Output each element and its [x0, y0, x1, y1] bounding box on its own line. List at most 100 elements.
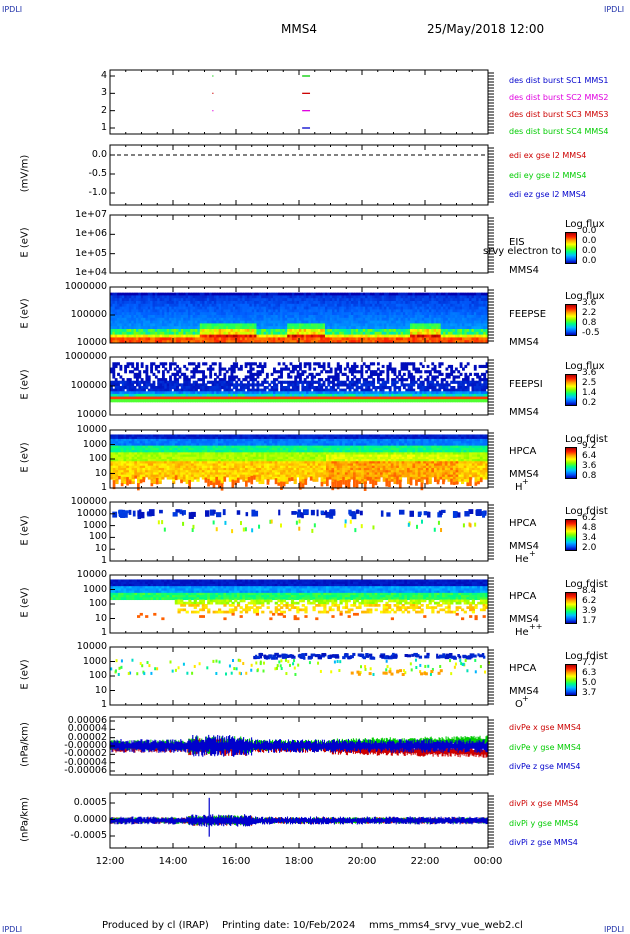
y-tick-label: 10	[94, 543, 107, 555]
species-label: He	[515, 627, 529, 638]
spectrogram-cell	[117, 340, 120, 344]
x-tick-label: 12:00	[95, 856, 125, 867]
spectrogram-cell	[112, 320, 116, 324]
spectrogram-cell	[126, 334, 130, 338]
spectrogram-cell	[145, 323, 149, 327]
spectrogram-cell	[152, 301, 156, 305]
spectrogram-cell	[157, 331, 161, 336]
spectrogram-cell	[135, 295, 139, 299]
spectrogram-cell	[140, 306, 144, 310]
spectrogram-cell	[159, 306, 163, 310]
spectrogram-cell	[164, 289, 168, 294]
spectrogram-cell	[131, 337, 135, 341]
spectrogram-cell	[135, 306, 139, 310]
spectrogram-cell	[147, 323, 151, 327]
spectrogram-cell	[121, 309, 125, 313]
spectrogram-cell	[190, 301, 194, 305]
spectrogram-cell	[313, 367, 317, 371]
spectrogram-cell	[161, 298, 165, 302]
spectrogram-cell	[171, 301, 175, 305]
spectrogram-cell	[154, 320, 158, 324]
spectrogram-cell	[164, 309, 168, 313]
spectrogram-cell	[161, 326, 165, 330]
y-tick-label: 1e+06	[75, 228, 107, 240]
y-tick-label: 0.0	[91, 149, 107, 160]
spectrogram-cell	[180, 287, 184, 291]
y-tick-label: 2	[100, 104, 107, 116]
spectrogram-cell	[124, 295, 128, 299]
spectrogram-cell	[110, 320, 113, 324]
spectrogram-cell	[159, 320, 163, 324]
spectrogram-cell	[171, 295, 175, 299]
spectrogram-cell	[145, 331, 149, 336]
spectrogram-cell	[176, 323, 180, 327]
spectrogram-cell	[112, 309, 116, 313]
y-tick-label: 1000	[82, 519, 107, 531]
spectrogram-cell	[176, 309, 180, 313]
legend-entry: des dist burst SC1 MMS1	[509, 76, 609, 85]
spectrogram-cell	[131, 326, 135, 330]
spectrogram-cell	[133, 337, 137, 341]
spectrogram-cell	[131, 298, 135, 302]
spectrogram-cell	[185, 309, 189, 313]
spectrogram-cell	[187, 295, 191, 299]
spectrogram-cell	[110, 287, 113, 291]
spectrogram-cell	[185, 323, 189, 327]
spectrogram-cell	[171, 334, 175, 338]
y-tick-label: -0.00002	[64, 748, 107, 760]
spectrogram-cell	[126, 326, 130, 330]
spectrogram-cell	[169, 331, 172, 336]
date-title: 25/May/2018 12:00	[427, 22, 545, 36]
spectrogram-cell	[157, 301, 161, 305]
spectrogram-cell	[110, 289, 113, 294]
spectrogram-cell	[161, 295, 165, 299]
spectrogram-cell	[110, 312, 113, 316]
legend-entry: des dist burst SC2 MMS2	[509, 93, 609, 102]
spectrogram-cell	[152, 298, 156, 302]
spectrogram-cell	[169, 309, 172, 313]
spectrogram-cell	[169, 312, 172, 316]
spectrogram-cell	[183, 298, 187, 302]
spectrogram-cell	[124, 315, 128, 319]
colorbar-tick-label: 6.3	[582, 668, 597, 678]
colorbar-title: Log flux	[565, 219, 605, 230]
spectrogram-cell	[190, 312, 194, 316]
spectrogram-cell	[178, 315, 182, 319]
spectrogram-cell	[159, 295, 163, 299]
spectrogram-cell	[128, 323, 132, 327]
spectrogram-cell	[169, 317, 172, 322]
spectrogram-cell	[303, 370, 307, 374]
spectrogram-cell	[138, 306, 142, 310]
spectrogram-cell	[131, 331, 135, 336]
spectrogram-cell	[126, 309, 130, 313]
spectrogram-cell	[178, 298, 182, 302]
spectrogram-cell	[119, 315, 123, 319]
spectrogram-cell	[143, 301, 146, 305]
spectrogram-cell	[112, 287, 116, 291]
spectrogram-cell	[187, 326, 191, 330]
spectrogram-cell	[183, 329, 187, 333]
spectrogram-cell	[135, 292, 139, 296]
spectrogram-cell	[143, 337, 146, 341]
spectrogram-cell	[164, 292, 168, 296]
colorbar-tick-label: 1.7	[582, 616, 597, 626]
spectrogram-cell	[121, 323, 125, 327]
spectrogram-cell	[204, 375, 208, 379]
spectrogram-cell	[114, 312, 118, 316]
spectrogram-cell	[112, 340, 116, 344]
spectrogram-cell	[140, 312, 144, 316]
spectrogram-cell	[180, 320, 184, 324]
spectrogram-cell	[138, 331, 142, 336]
spectrogram-cell	[154, 326, 158, 330]
spectrogram-cell	[166, 303, 170, 308]
spectrogram-cell	[114, 306, 118, 310]
spectrogram-cell	[145, 315, 149, 319]
spectrogram-cell	[124, 317, 128, 322]
spectrogram-cell	[164, 320, 168, 324]
spectrogram-cell	[164, 337, 168, 341]
spectrogram-cell	[187, 289, 191, 294]
footer-printing-date: Printing date: 10/Feb/2024	[222, 920, 356, 931]
spectrogram-cell	[112, 303, 116, 308]
instrument-label: MMS4	[509, 686, 539, 697]
spectrogram-cell	[128, 295, 132, 299]
